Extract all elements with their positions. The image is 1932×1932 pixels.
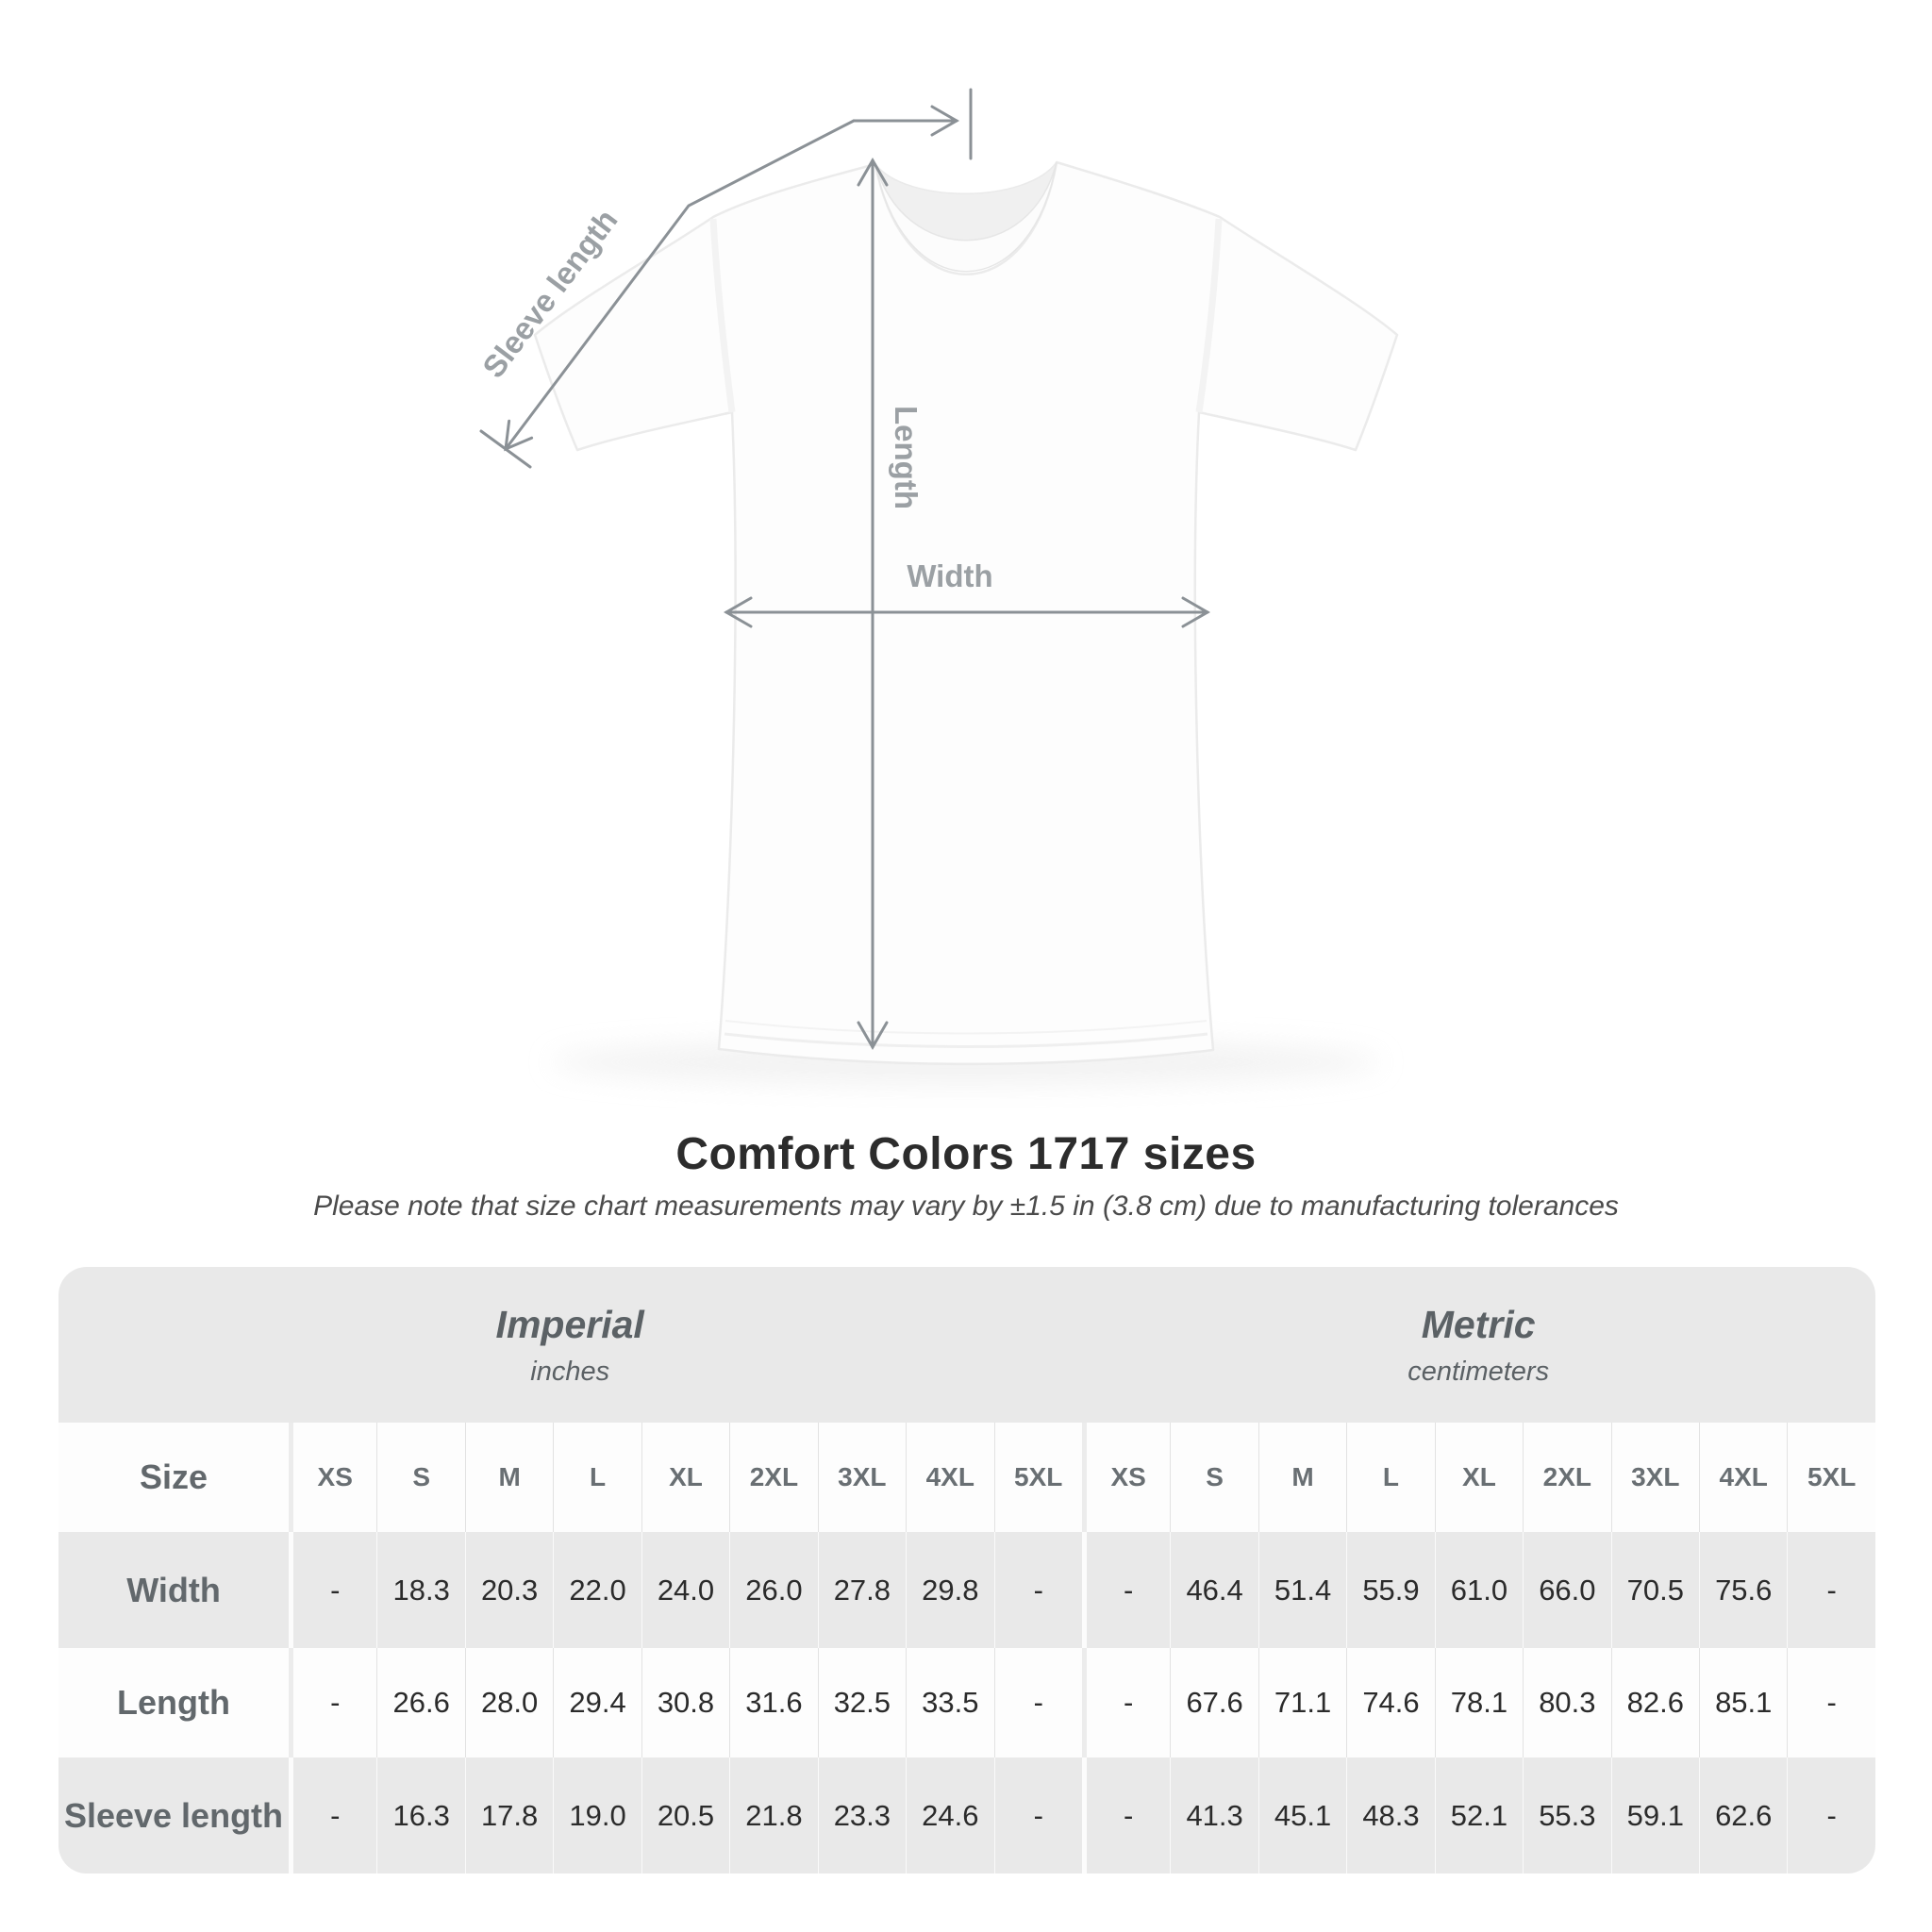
table-cell: 82.6 <box>1610 1648 1699 1757</box>
table-cell: 61.0 <box>1434 1532 1523 1648</box>
table-cell: 22.0 <box>553 1532 641 1648</box>
length-label: Length <box>889 406 924 509</box>
sleeve-length-line <box>504 119 856 452</box>
table-cell: 71.1 <box>1257 1648 1346 1757</box>
table-cell: - <box>1787 1532 1874 1648</box>
size-col-header: 4XL <box>906 1423 993 1532</box>
table-row-width: Width - 18.3 20.3 22.0 24.0 26.0 27.8 29… <box>58 1532 1875 1648</box>
size-col-header: 5XL <box>1787 1423 1874 1532</box>
size-col-header: S <box>376 1423 464 1532</box>
metric-section-header: Metric centimeters <box>1081 1267 1875 1423</box>
table-cell: - <box>1787 1648 1874 1757</box>
row-label: Length <box>117 1683 230 1722</box>
table-cell: - <box>993 1757 1082 1874</box>
tshirt-diagram: Sleeve length Length Width <box>475 88 1399 1085</box>
page-title: Comfort Colors 1717 sizes <box>675 1129 1257 1179</box>
table-cell: 32.5 <box>817 1648 906 1757</box>
table-cell: 80.3 <box>1523 1648 1610 1757</box>
size-col-header: 2XL <box>1523 1423 1610 1532</box>
row-label: Width <box>126 1570 221 1609</box>
table-cell: 74.6 <box>1346 1648 1434 1757</box>
table-cell: 41.3 <box>1170 1757 1257 1874</box>
table-cell: 75.6 <box>1699 1532 1787 1648</box>
table-cell: 55.9 <box>1346 1532 1434 1648</box>
size-col-header: XL <box>641 1423 729 1532</box>
table-cell: 27.8 <box>817 1532 906 1648</box>
table-cell: 33.5 <box>906 1648 993 1757</box>
table-cell: - <box>993 1532 1082 1648</box>
size-col-header: 3XL <box>1610 1423 1699 1532</box>
imperial-title: Imperial <box>495 1302 644 1346</box>
table-cell: 67.6 <box>1170 1648 1257 1757</box>
sleeve-end-tick <box>479 429 532 469</box>
size-col-header: 3XL <box>817 1423 906 1532</box>
table-cell: 20.3 <box>464 1532 553 1648</box>
size-col-header: 4XL <box>1699 1423 1787 1532</box>
size-col-header: 2XL <box>729 1423 817 1532</box>
table-cell: - <box>1081 1532 1170 1648</box>
size-col-header: L <box>553 1423 641 1532</box>
table-cell: 59.1 <box>1610 1757 1699 1874</box>
page-subtitle: Please note that size chart measurements… <box>313 1191 1619 1222</box>
table-row-length: Length - 26.6 28.0 29.4 30.8 31.6 32.5 3… <box>58 1648 1875 1757</box>
size-table: Imperial inches Metric centimeters Size … <box>58 1267 1875 1874</box>
table-cell: 70.5 <box>1610 1532 1699 1648</box>
table-cell: 46.4 <box>1170 1532 1257 1648</box>
table-cell: 85.1 <box>1699 1648 1787 1757</box>
size-col-header: 5XL <box>993 1423 1082 1532</box>
table-cell: 26.0 <box>729 1532 817 1648</box>
table-cell: - <box>1787 1757 1874 1874</box>
table-cell: 62.6 <box>1699 1757 1787 1874</box>
table-cell: 19.0 <box>553 1757 641 1874</box>
table-cell: 16.3 <box>376 1757 464 1874</box>
table-row-sleeve-length: Sleeve length - 16.3 17.8 19.0 20.5 21.8… <box>58 1757 1875 1874</box>
size-col-header: M <box>1257 1423 1346 1532</box>
table-cell: 29.8 <box>906 1532 993 1648</box>
table-cell: - <box>289 1532 376 1648</box>
table-cell: 17.8 <box>464 1757 553 1874</box>
table-cell: 31.6 <box>729 1648 817 1757</box>
table-row-size-header: Size XS S M L XL 2XL 3XL 4XL 5XL XS S M … <box>58 1423 1875 1532</box>
table-cell: 24.0 <box>641 1532 729 1648</box>
metric-title: Metric <box>1421 1302 1536 1346</box>
size-col-header: XS <box>289 1423 376 1532</box>
table-cell: 48.3 <box>1346 1757 1434 1874</box>
table-cell: 66.0 <box>1523 1532 1610 1648</box>
table-cell: - <box>1081 1757 1170 1874</box>
tshirt-svg: Sleeve length Length Width <box>475 88 1399 1085</box>
table-cell: 29.4 <box>553 1648 641 1757</box>
table-cell: 30.8 <box>641 1648 729 1757</box>
table-cell: 55.3 <box>1523 1757 1610 1874</box>
size-col-header: XL <box>1434 1423 1523 1532</box>
imperial-section-header: Imperial inches <box>58 1267 1081 1423</box>
row-label: Sleeve length <box>63 1795 284 1835</box>
size-col-header: M <box>464 1423 553 1532</box>
size-col-header: XS <box>1081 1423 1170 1532</box>
size-col-header: S <box>1170 1423 1257 1532</box>
table-cell: 24.6 <box>906 1757 993 1874</box>
table-cell: - <box>289 1757 376 1874</box>
table-cell: 51.4 <box>1257 1532 1346 1648</box>
table-cell: 20.5 <box>641 1757 729 1874</box>
table-cell: 21.8 <box>729 1757 817 1874</box>
table-header-band: Imperial inches Metric centimeters <box>58 1267 1875 1423</box>
table-cell: 45.1 <box>1257 1757 1346 1874</box>
table-cell: 28.0 <box>464 1648 553 1757</box>
table-cell: 23.3 <box>817 1757 906 1874</box>
row-label: Size <box>139 1457 208 1496</box>
imperial-unit: inches <box>530 1356 610 1387</box>
table-cell: 52.1 <box>1434 1757 1523 1874</box>
table-cell: - <box>1081 1648 1170 1757</box>
measurement-lines <box>479 88 1211 1051</box>
metric-unit: centimeters <box>1407 1356 1550 1387</box>
table-cell: - <box>289 1648 376 1757</box>
table-cell: - <box>993 1648 1082 1757</box>
table-cell: 26.6 <box>376 1648 464 1757</box>
table-cell: 78.1 <box>1434 1648 1523 1757</box>
width-label: Width <box>907 558 992 593</box>
table-cell: 18.3 <box>376 1532 464 1648</box>
size-col-header: L <box>1346 1423 1434 1532</box>
